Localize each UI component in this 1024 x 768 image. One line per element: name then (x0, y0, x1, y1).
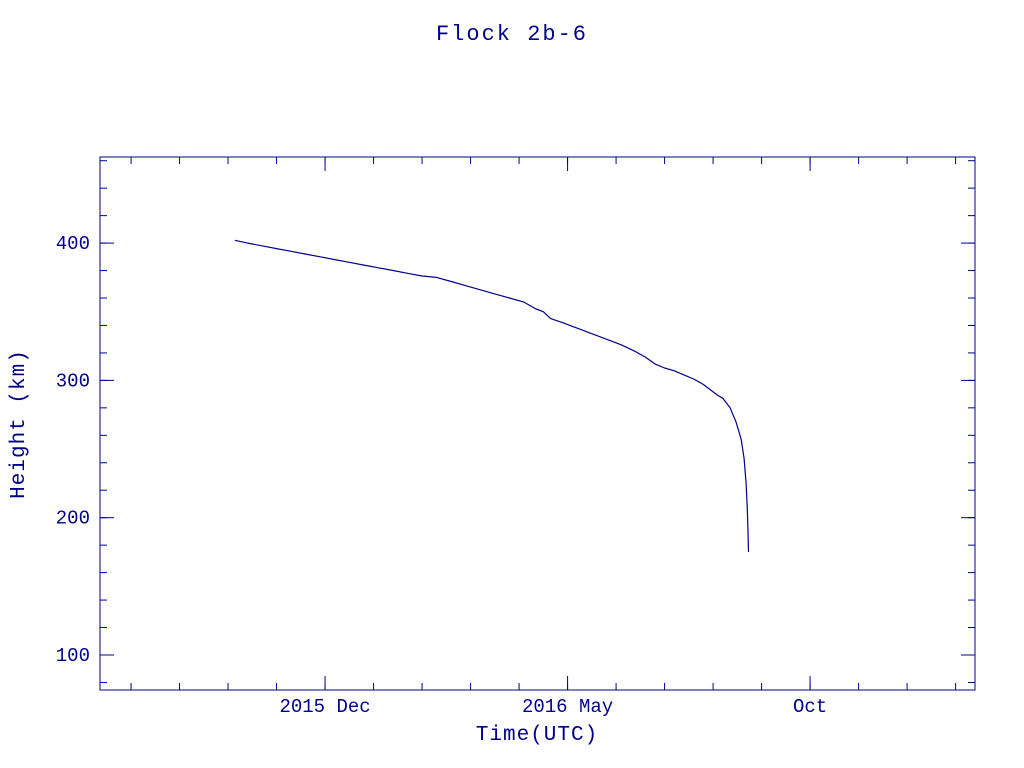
x-tick-label: 2016 May (522, 696, 613, 718)
y-axis-label: Height (km) (8, 349, 31, 499)
axes-layer: 2015 Dec 2016 May Oct 100 200 300 400 (56, 156, 976, 718)
y-tick-label: 300 (56, 370, 90, 392)
x-tick-label: Oct (793, 696, 827, 718)
x-axis-label: Time(UTC) (476, 724, 598, 747)
height-curve (234, 239, 750, 553)
y-tick-label: 400 (56, 233, 90, 255)
y-tick-label: 100 (56, 645, 90, 667)
x-tick-label: 2015 Dec (279, 696, 370, 718)
y-tick-label: 200 (56, 508, 90, 530)
chart-title: Flock 2b-6 (436, 22, 588, 47)
series-layer (234, 239, 750, 553)
plot-frame (99, 156, 976, 691)
